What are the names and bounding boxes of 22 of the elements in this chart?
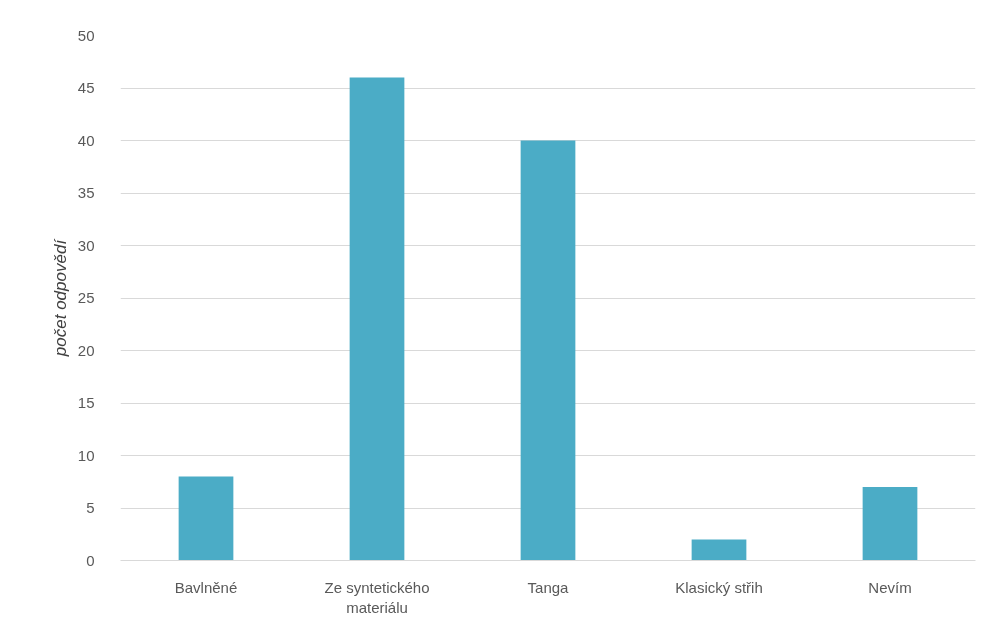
bar xyxy=(349,77,405,561)
y-tick-label: 40 xyxy=(77,131,95,149)
bar xyxy=(520,140,576,561)
y-tick-label: 35 xyxy=(77,184,95,201)
y-tick-label: 25 xyxy=(77,289,95,306)
y-tick-label: 0 xyxy=(86,551,95,569)
bar xyxy=(862,487,918,561)
x-tick-label: Tanga xyxy=(527,578,570,596)
x-tick-label: Ze syntetického materiálu xyxy=(324,578,430,616)
x-tick-label: Bavlněné xyxy=(174,578,238,596)
y-tick-label: 15 xyxy=(77,394,95,411)
bar xyxy=(691,539,747,561)
y-tick-label: 45 xyxy=(77,79,95,96)
x-tick-label: Nevím xyxy=(868,578,912,596)
bar xyxy=(178,476,234,561)
y-tick-label: 50 xyxy=(77,26,95,44)
y-axis-title: počet odpovědí xyxy=(50,237,70,358)
y-tick-label: 30 xyxy=(77,236,95,254)
y-tick-label: 10 xyxy=(77,446,95,464)
x-tick-label: Klasický střih xyxy=(675,578,763,596)
y-tick-label: 20 xyxy=(77,341,95,359)
y-tick-label: 5 xyxy=(86,499,95,516)
